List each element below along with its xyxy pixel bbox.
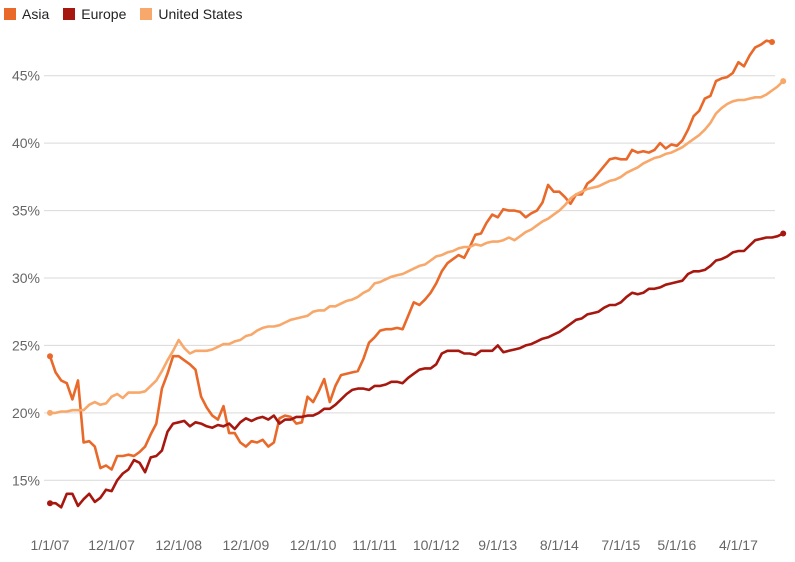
series-endpoint-asia-start [47,353,53,360]
x-tick-label: 4/1/17 [719,537,758,553]
grid-lines [44,75,775,481]
series-endpoint-europe-start [47,500,53,507]
legend-label-united-states: United States [158,6,243,22]
x-tick-label: 12/1/08 [155,537,202,553]
y-tick-label: 45% [12,68,40,84]
series-endpoint-united-states-end [780,78,787,85]
legend-item-europe: Europe [63,6,126,22]
series-endpoint-europe-end [780,230,787,237]
x-tick-label: 12/1/09 [223,537,270,553]
x-tick-label: 10/1/12 [413,537,460,553]
x-tick-label: 12/1/10 [290,537,337,553]
series-endpoint-united-states-start [47,409,53,416]
series-endpoint-asia-end [769,39,775,45]
x-tick-label: 1/1/07 [31,537,70,553]
series-line-united-states [48,79,785,415]
legend-swatch-asia [4,8,16,20]
series-lines [47,39,787,509]
x-tick-label: 12/1/07 [88,537,135,553]
legend-swatch-united-states [140,8,153,20]
legend-swatch-europe [63,8,76,20]
x-tick-label: 5/1/16 [657,537,696,553]
legend-label-asia: Asia [22,6,50,22]
y-tick-label: 20% [12,405,40,421]
legend-item-united-states: United States [140,6,242,22]
legend-item-asia: Asia [4,6,49,22]
y-tick-label: 15% [12,472,40,488]
series-line-asia [48,39,774,471]
x-tick-label: 9/1/13 [478,537,517,553]
y-axis-ticks: 15% 20% 25% 30% 35% 40% 45% [12,68,40,489]
y-tick-label: 35% [12,203,40,219]
x-tick-label: 7/1/15 [601,537,640,553]
y-tick-label: 30% [12,270,40,286]
y-tick-label: 25% [12,337,40,353]
legend-label-europe: Europe [81,6,127,22]
x-tick-label: 8/1/14 [540,537,579,553]
y-tick-label: 40% [12,135,40,151]
x-axis-ticks: 1/1/07 12/1/07 12/1/08 12/1/09 12/1/10 11/1/1… [31,537,759,553]
x-tick-label: 11/1/11 [352,537,397,553]
series-line-europe [48,232,785,509]
legend: Asia Europe United States [4,6,242,22]
